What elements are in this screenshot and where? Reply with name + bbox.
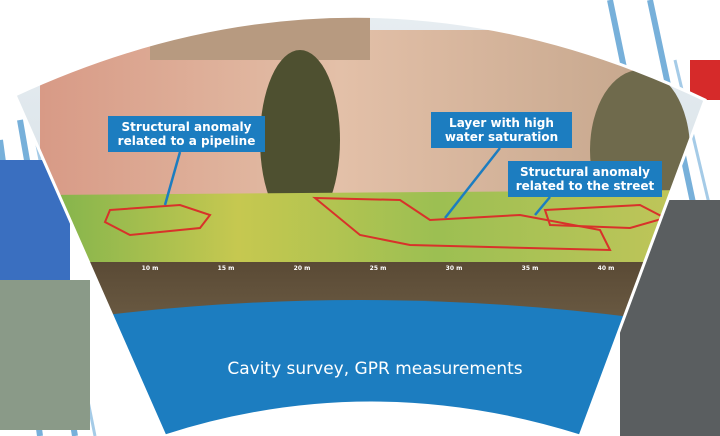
scale-label: 40 m bbox=[598, 265, 615, 272]
page: Cavity survey, GPR measurements Structur… bbox=[0, 0, 720, 436]
scale-label: 35 m bbox=[522, 265, 539, 272]
scale-label: 30 m bbox=[446, 265, 463, 272]
callout-text: related to a pipeline bbox=[118, 134, 256, 148]
callout-text: Layer with high bbox=[449, 116, 554, 130]
scale-label: 20 m bbox=[294, 265, 311, 272]
scale-label: 10 m bbox=[142, 265, 159, 272]
scale-label: 25 m bbox=[370, 265, 387, 272]
scale-label: 15 m bbox=[218, 265, 235, 272]
callout-text: Structural anomaly bbox=[520, 165, 650, 179]
caption: Cavity survey, GPR measurements bbox=[227, 359, 522, 379]
callout-text: related to the street bbox=[516, 179, 655, 193]
callout-text: Structural anomaly bbox=[122, 120, 252, 134]
infographic: Cavity survey, GPR measurements Structur… bbox=[0, 0, 720, 436]
callout-text: water saturation bbox=[445, 130, 558, 144]
